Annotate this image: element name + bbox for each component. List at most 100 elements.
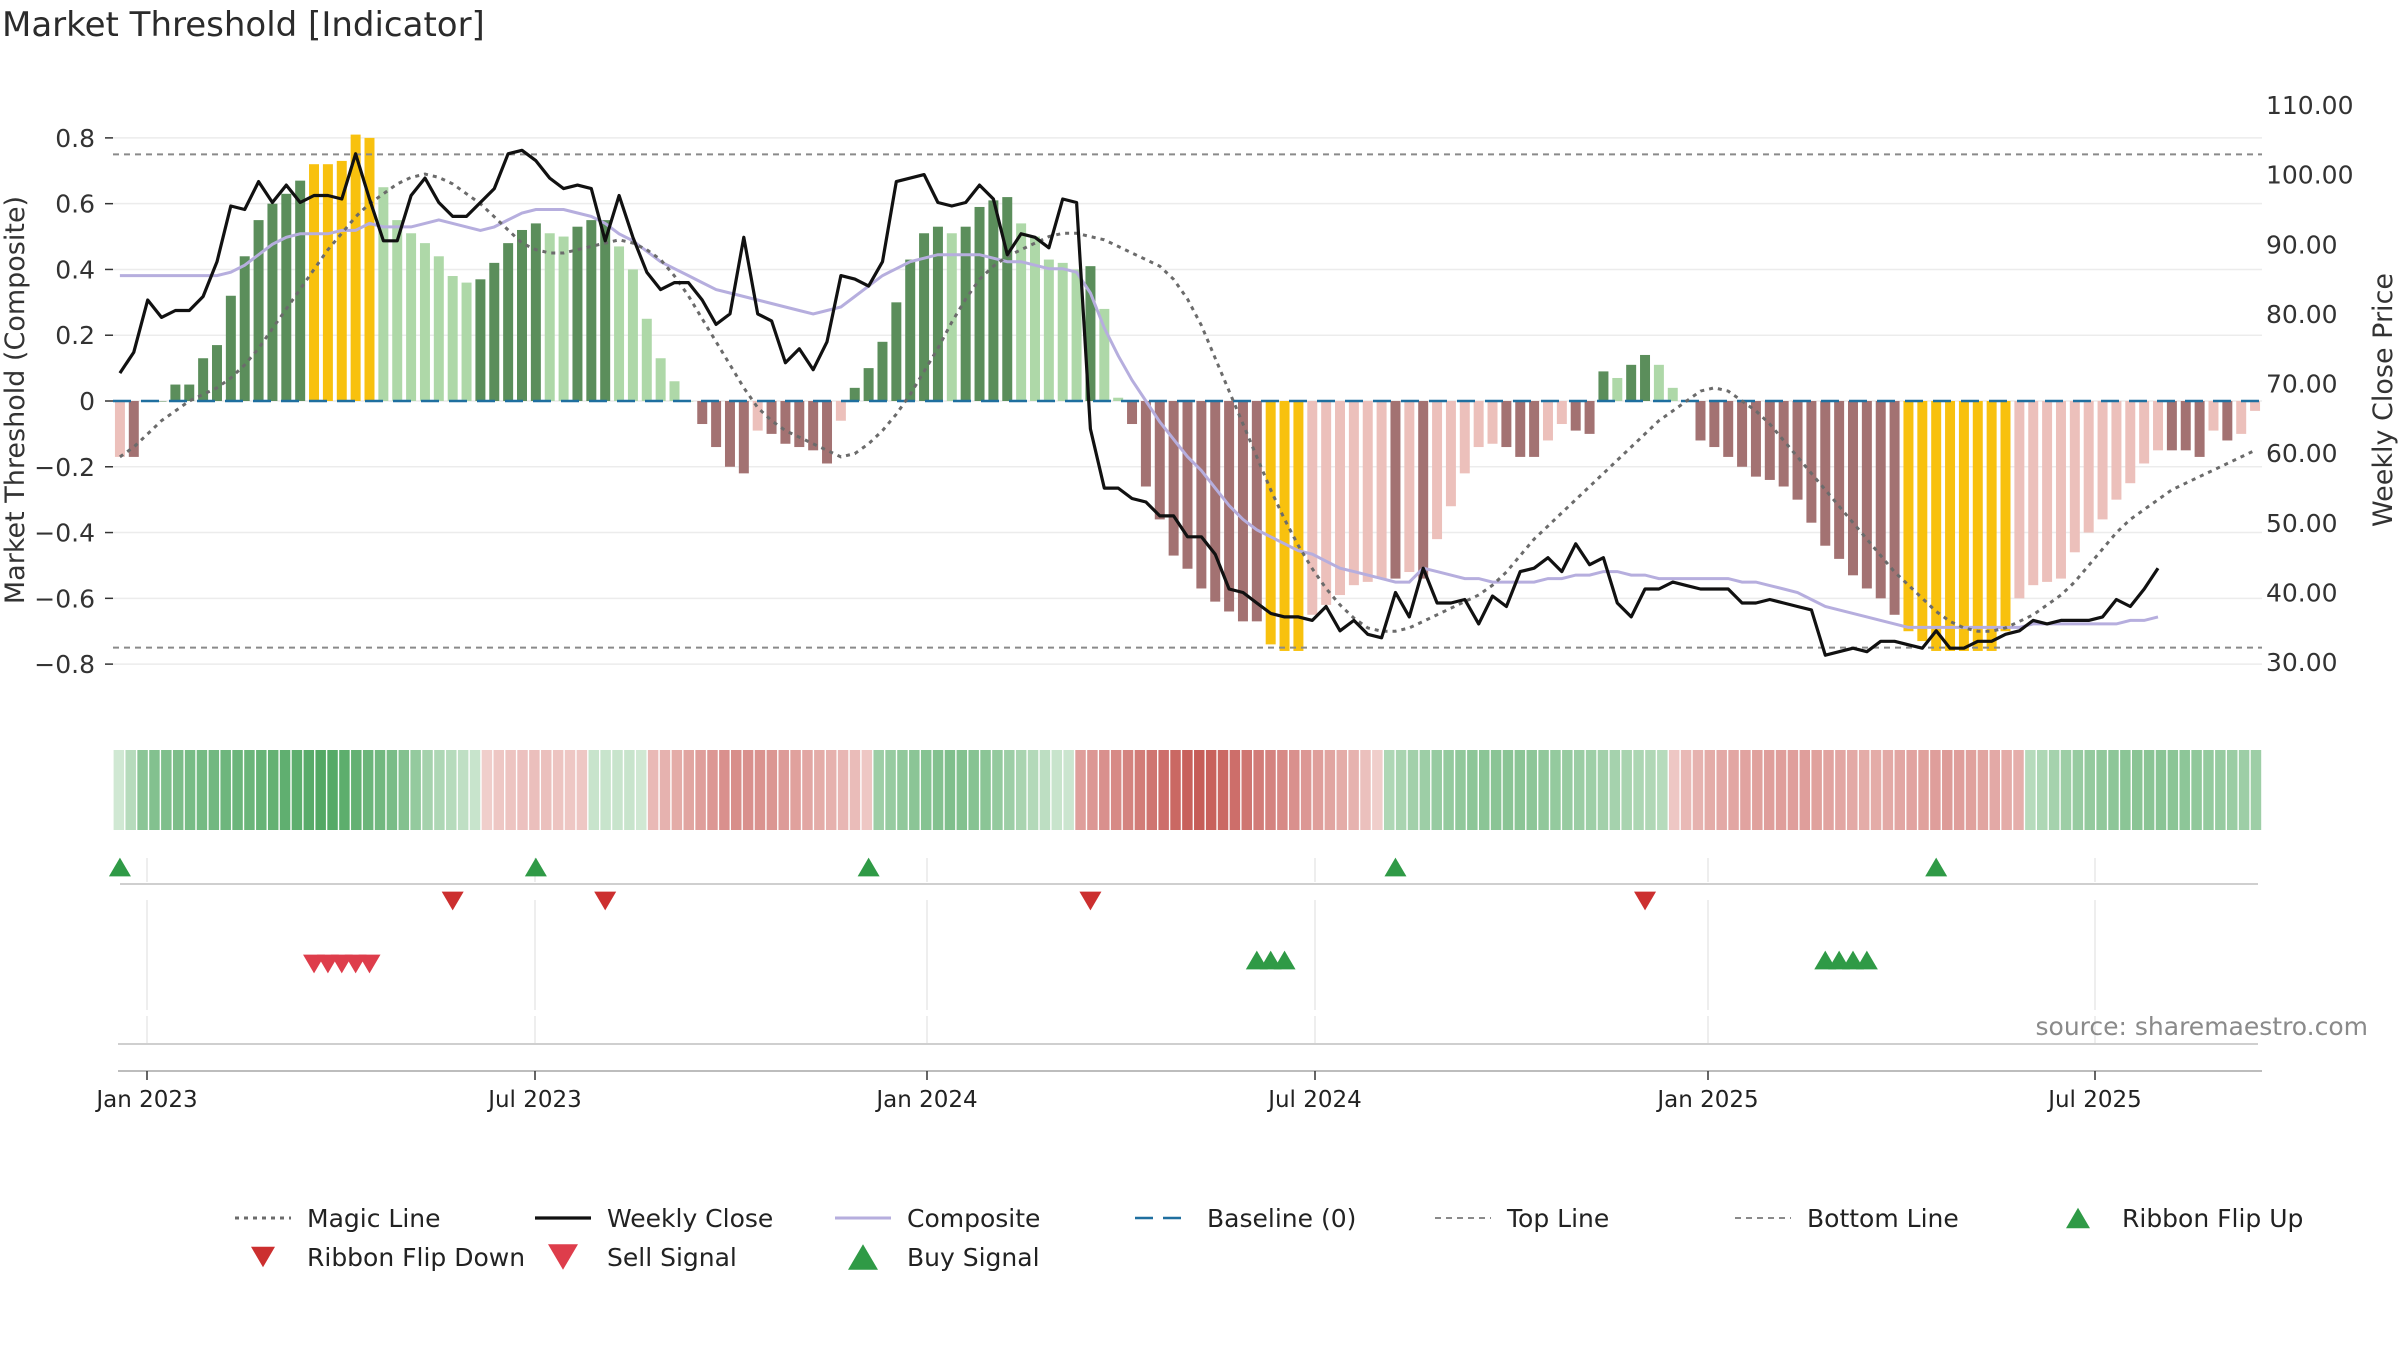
composite-bar	[627, 269, 638, 401]
composite-bar	[1750, 401, 1761, 477]
ribbon-cell	[956, 750, 968, 830]
composite-bar	[1043, 259, 1054, 401]
ribbon-cell	[802, 750, 813, 830]
composite-bar	[738, 401, 749, 474]
composite-bar	[2083, 401, 2094, 533]
ribbon-cell	[422, 750, 433, 830]
ribbon-flip-up-marker	[1384, 857, 1407, 877]
ribbon-cell	[980, 750, 991, 830]
composite-bar	[752, 401, 763, 431]
composite-bar	[1917, 401, 1928, 642]
ribbon-cell	[1609, 750, 1621, 830]
composite-bar	[558, 236, 569, 401]
composite-bar	[932, 226, 943, 401]
legend-entry: Bottom Line	[1735, 1204, 1959, 1233]
ribbon-cell	[814, 750, 825, 830]
composite-bar	[406, 233, 417, 401]
composite-bar	[988, 200, 999, 401]
ribbon-cell	[2155, 750, 2167, 830]
ribbon-cell	[2048, 750, 2060, 830]
composite-bar	[1792, 401, 1803, 500]
composite-bar	[1515, 401, 1526, 457]
composite-bar	[1626, 364, 1637, 401]
ribbon-cell	[1372, 750, 1383, 830]
ribbon-cell	[1633, 750, 1644, 830]
composite-bar	[1279, 401, 1290, 651]
ribbon-cell	[232, 750, 243, 830]
composite-bar	[974, 206, 985, 401]
ribbon-cell	[1360, 750, 1371, 830]
sell-signal-marker	[344, 954, 367, 974]
ribbon-cell	[671, 750, 683, 830]
y-tick-label: 0.4	[55, 255, 95, 284]
ribbon-flip-down-marker	[594, 891, 617, 911]
composite-bar	[2208, 401, 2219, 431]
composite-bar	[1667, 387, 1678, 401]
legend-swatch	[848, 1244, 878, 1270]
ribbon-cell	[1965, 750, 1977, 830]
ribbon-cell	[2084, 750, 2095, 830]
composite-bar	[1335, 401, 1346, 596]
composite-bar	[835, 401, 846, 421]
ribbon-cell	[446, 750, 457, 830]
composite-bar	[1196, 401, 1207, 589]
ribbon-cell	[1253, 750, 1264, 830]
composite-bar	[2139, 401, 2150, 464]
ribbon-cell	[1668, 750, 1680, 830]
composite-bar	[1764, 401, 1775, 480]
ribbon-cell	[1977, 750, 1989, 830]
ribbon-flip-up-marker	[108, 857, 131, 877]
composite-bar	[1529, 401, 1540, 457]
ribbon-cell	[861, 750, 873, 830]
ribbon-cell	[2250, 750, 2262, 830]
ribbon-cell	[837, 750, 849, 830]
ribbon-cell	[1526, 750, 1537, 830]
ribbon-cell	[1728, 750, 1739, 830]
composite-bar	[281, 193, 292, 401]
ribbon-cell	[327, 750, 338, 830]
composite-bar	[808, 401, 819, 451]
composite-line	[119, 208, 2159, 629]
ribbon-cell	[256, 750, 267, 830]
composite-bar	[309, 164, 320, 401]
magic-line	[119, 172, 2256, 633]
ribbon-cell	[1811, 750, 1822, 830]
ribbon-cell	[1455, 750, 1466, 830]
x-tick-label: Jan 2025	[1655, 1087, 1758, 1113]
ribbon-cell	[1170, 750, 1181, 830]
ribbon-cell	[1004, 750, 1015, 830]
ribbon-cell	[267, 750, 279, 830]
composite-bar	[794, 401, 805, 448]
ribbon-cell	[2238, 750, 2250, 830]
ribbon-cell	[1075, 750, 1086, 830]
ribbon-cell	[909, 750, 920, 830]
ribbon-cell	[362, 750, 374, 830]
buy-signal-marker	[1259, 950, 1282, 970]
composite-bar	[350, 134, 361, 401]
ribbon-cell	[1657, 750, 1668, 830]
composite-bar	[669, 381, 680, 401]
ribbon-cell	[873, 750, 884, 830]
ribbon-cell	[1490, 750, 1502, 830]
ribbon-cell	[1870, 750, 1882, 830]
composite-bar	[1778, 401, 1789, 487]
legend: Magic Line Weekly Close Composite Baseline …	[235, 1204, 2303, 1272]
legend-label: Sell Signal	[607, 1243, 737, 1272]
ribbon-cell	[600, 750, 611, 830]
composite-bar	[905, 259, 916, 401]
composite-bar	[2194, 401, 2205, 457]
y-tick-label: −0.8	[34, 650, 95, 679]
composite-bar	[392, 220, 403, 401]
composite-bar	[586, 220, 597, 401]
sell-signal-marker	[330, 954, 353, 974]
ribbon-cell	[2037, 750, 2048, 830]
buy-signal-marker	[1828, 950, 1851, 970]
ribbon-cell	[1182, 750, 1193, 830]
composite-bar	[1265, 401, 1276, 645]
legend-label: Ribbon Flip Down	[307, 1243, 525, 1272]
ribbon-cell	[1882, 750, 1894, 830]
ribbon-cell	[1562, 750, 1573, 830]
ribbon-cell	[1194, 750, 1205, 830]
ribbon-cell	[113, 750, 125, 830]
